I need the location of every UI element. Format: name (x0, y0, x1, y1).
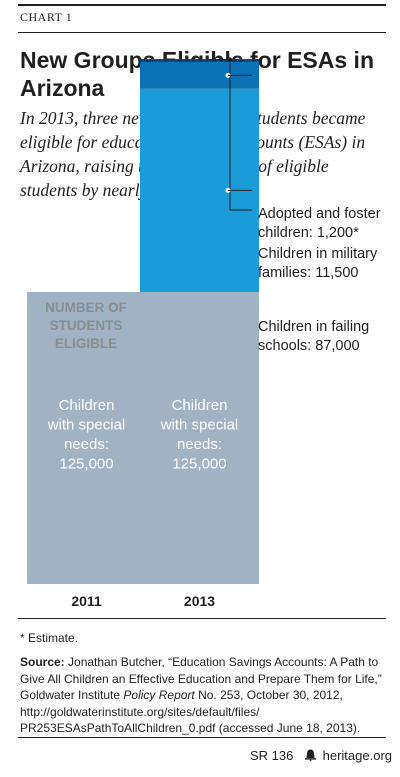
bar-data-label-2013-3: 125,000 (172, 456, 226, 473)
category-label-2011: 2011 (71, 593, 102, 609)
chart-label: CHART 1 (20, 10, 73, 24)
bar-data-label-2011-2: needs: (64, 436, 109, 453)
source-label: Source: (20, 655, 65, 669)
footer-rule (18, 737, 386, 738)
report-number: SR 136 (250, 748, 294, 763)
bar-data-label-2013-1: with special (160, 417, 239, 434)
bell-icon (305, 749, 316, 761)
bar-data-label-2011-1: with special (47, 417, 126, 434)
estimate-note: * Estimate. (20, 631, 79, 645)
callout-label-1-0: Children in failing (258, 319, 369, 335)
source-citation: Source: Jonathan Butcher, “Education Sav… (20, 654, 382, 737)
callout-label-2-1: families: 11,500 (258, 265, 358, 281)
category-label-2013: 2013 (184, 593, 215, 609)
bar-data-label-2011-0: Children (59, 397, 115, 414)
callout-label-3-1: children: 1,200* (258, 225, 359, 241)
y-axis-label-2: ELIGIBLE (55, 336, 117, 351)
chart-bottom-rule (18, 618, 386, 619)
callout-label-2-0: Children in military (258, 246, 378, 262)
callout-dot-3 (227, 57, 233, 62)
callout-line-3 (209, 59, 252, 211)
footer: SR 136 heritage.org (250, 748, 392, 763)
top-rule (18, 4, 386, 6)
callout-label-1-1: schools: 87,000 (258, 338, 360, 354)
y-axis-label-1: STUDENTS (50, 318, 123, 333)
bar-data-label-2011-3: 125,000 (59, 456, 113, 473)
source-text-2: No. 253, October 30, 2012, http://goldwa… (20, 688, 361, 735)
bar-segment-2013-3 (140, 59, 259, 62)
callout-label-3-0: Adopted and foster (258, 206, 381, 222)
source-text-1: Jonathan Butcher, “Education Savings Acc… (20, 655, 382, 702)
bar-segment-2013-0 (140, 292, 259, 584)
y-axis-label-0: NUMBER OF (45, 300, 127, 315)
bar-data-label-2013-0: Children (172, 397, 228, 414)
site-name: heritage.org (322, 748, 393, 763)
source-italic: Policy Report (123, 688, 195, 702)
header-rule (18, 32, 386, 33)
bar-data-label-2013-2: needs: (177, 436, 222, 453)
bar-segment-2011-0 (27, 292, 146, 584)
